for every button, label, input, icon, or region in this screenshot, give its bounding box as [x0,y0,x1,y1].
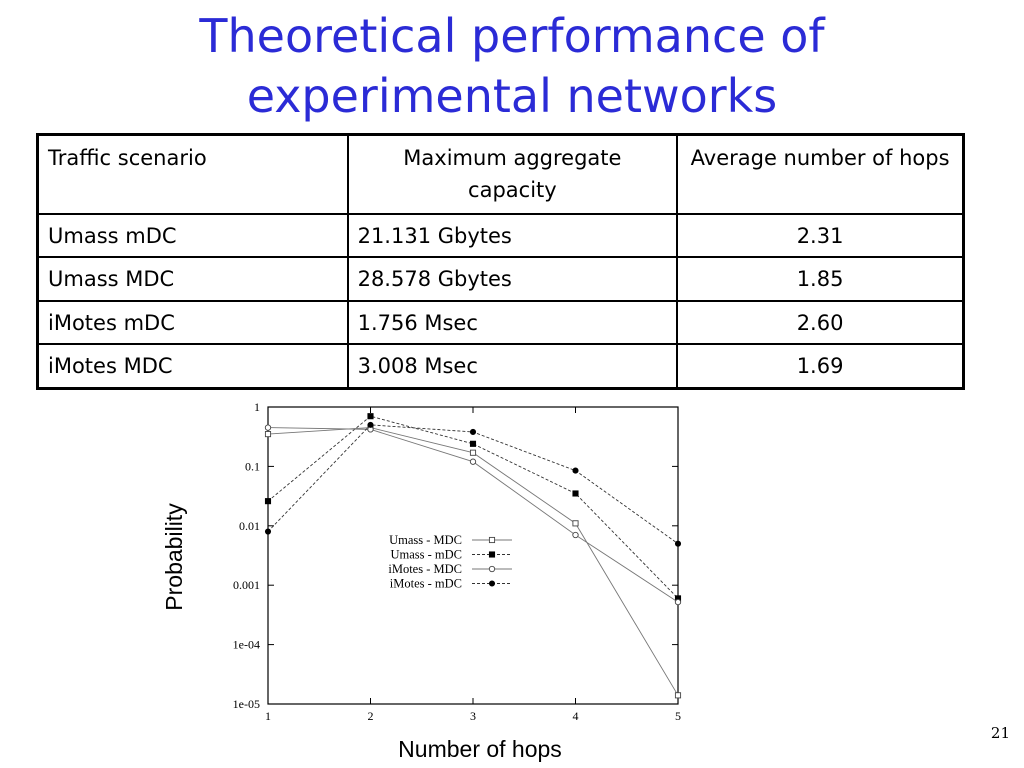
x-tick-label: 4 [573,709,579,723]
performance-table: Traffic scenario Maximum aggregate capac… [36,133,965,390]
capacity-cell: 21.131 Gbytes [346,212,679,259]
hops-cell: 2.31 [676,212,965,259]
hops-probability-chart: 1 0.1 0.01 0.001 1e-04 1e-05 1 2 3 4 5 Umass - MD… [161,400,682,762]
legend-label: iMotes - MDC [388,562,462,576]
data-point [264,498,272,505]
data-point [488,580,496,587]
y-tick-label: 0.1 [245,459,260,473]
table-row: Umass MDC 28.578 Gbytes 1.85 [36,256,965,302]
hops-cell: 1.69 [676,343,965,390]
y-tick-label: 1 [254,400,260,414]
data-point [469,428,477,436]
data-point [469,449,477,456]
data-point [674,598,682,606]
x-tick-label: 5 [675,709,681,723]
y-tick-label: 1e-05 [233,697,260,711]
data-point [572,467,579,474]
data-point [488,536,496,544]
y-axis: 1 0.1 0.01 0.001 1e-04 1e-05 [233,400,678,711]
table-row: iMotes MDC 3.008 Msec 1.69 [36,343,965,390]
capacity-cell: 3.008 Msec [346,343,679,390]
scenario-cell: iMotes mDC [36,299,349,346]
data-point [469,458,477,465]
capacity-cell: 28.578 Gbytes [346,256,679,302]
y-tick-label: 0.01 [239,519,260,533]
series-group [264,413,682,699]
legend-label: iMotes - mDC [390,577,462,591]
data-point [572,520,579,527]
data-point [367,413,374,420]
data-point [469,440,477,447]
scenario-cell: Umass MDC [36,256,349,302]
legend-label: Umass - MDC [389,533,462,547]
table-header-row: Traffic scenario Maximum aggregate capac… [36,133,965,215]
table-row: Umass mDC 21.131 Gbytes 2.31 [36,212,965,259]
x-tick-label: 1 [265,709,271,723]
slide-title: Theoretical performance of experimental … [0,6,1024,126]
series [264,424,682,699]
header-cell: Average number of hops [676,133,965,215]
data-point [264,431,272,438]
header-cell: Traffic scenario [36,133,349,215]
title-line-1: Theoretical performance of [199,9,825,63]
y-tick-label: 1e-04 [233,638,260,652]
page-number: 21 [990,724,1010,742]
header-cell: Maximum aggregate capacity [346,133,679,215]
data-point [674,540,682,547]
x-tick-label: 3 [470,709,476,723]
data-point [674,692,682,699]
data-point [264,528,272,535]
capacity-cell: 1.756 Msec [346,299,679,346]
data-point [488,565,496,573]
scenario-cell: Umass mDC [36,212,349,259]
series [264,413,682,602]
legend-label: Umass - mDC [390,548,462,562]
data-point [367,421,374,428]
data-point [264,424,272,431]
y-axis-label: Probability [161,503,187,611]
x-axis: 1 2 3 4 5 [265,407,681,723]
hops-cell: 1.85 [676,256,965,302]
x-axis-label: Number of hops [398,736,562,762]
table-row: iMotes mDC 1.756 Msec 2.60 [36,299,965,346]
data-point [488,551,496,558]
y-tick-label: 0.001 [233,578,260,592]
data-point [572,531,579,539]
hops-cell: 2.60 [676,299,965,346]
scenario-cell: iMotes MDC [36,343,349,390]
x-tick-label: 2 [368,709,374,723]
series [264,421,682,547]
data-point [572,490,579,497]
title-line-2: experimental networks [246,69,778,123]
series-line [267,415,679,599]
